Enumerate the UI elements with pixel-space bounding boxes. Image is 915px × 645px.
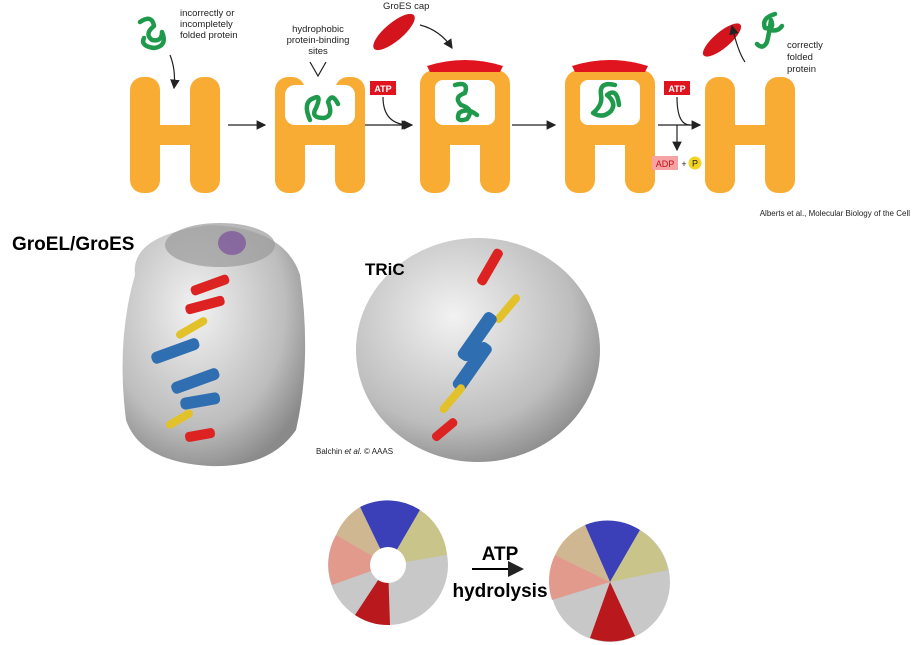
chaperonin (130, 77, 220, 193)
substrate-density (218, 231, 246, 255)
groel-structure (122, 225, 306, 467)
protein (304, 94, 341, 123)
protein (590, 81, 622, 118)
citation: Alberts et al., Molecular Biology of the… (760, 209, 911, 218)
cap (572, 60, 648, 72)
bottom-label: ATP (482, 544, 519, 565)
label-sites: hydrophobic (292, 24, 344, 35)
atp-box (664, 81, 690, 95)
arrow (729, 24, 746, 63)
ring-open (328, 500, 448, 626)
phosphate-circle (688, 156, 702, 170)
arrow (419, 24, 453, 49)
label-sites: sites (308, 46, 328, 57)
protein (137, 16, 166, 51)
label-misfolded: folded protein (180, 30, 238, 41)
atp: ATP (668, 84, 685, 94)
protein (452, 81, 480, 123)
helix-rods (431, 248, 520, 442)
adp-box (652, 156, 678, 170)
atp: ATP (374, 84, 391, 94)
label-folded: correctly (787, 40, 823, 51)
arrow (676, 96, 691, 126)
groel-title: GroEL/GroES (12, 234, 134, 255)
phosphate: P (692, 159, 698, 169)
arrow (169, 54, 180, 90)
ring-closed (548, 520, 670, 642)
label-folded: protein (787, 64, 816, 75)
label-misfolded: incorrectly or (180, 8, 234, 19)
bottom-label: hydrolysis (452, 581, 547, 602)
adp: ADP (656, 159, 675, 169)
cap-free (373, 13, 415, 51)
citation-part: Balchin (316, 447, 344, 456)
chaperonin (705, 77, 795, 193)
arrow (382, 96, 412, 130)
label-sites: protein-binding (287, 35, 350, 46)
cap-free (702, 23, 742, 57)
citation-part: © AAAS (362, 447, 393, 456)
label-misfolded: incompletely (180, 19, 233, 30)
pointer (309, 61, 327, 78)
plus: + (681, 159, 686, 169)
label-cap: GroES cap (383, 1, 429, 12)
protein (754, 11, 785, 49)
chamber-inside (435, 80, 495, 125)
citation-part: et al. (344, 447, 361, 456)
helix-rods (151, 274, 230, 442)
label-folded: folded (787, 52, 813, 63)
chamber-inside (580, 80, 640, 125)
tric-title: TRiC (365, 260, 405, 279)
atp-box (370, 81, 396, 95)
citation: Balchin et al. © AAAS (316, 447, 393, 456)
chamber-inside (285, 85, 355, 125)
cap (427, 60, 503, 72)
